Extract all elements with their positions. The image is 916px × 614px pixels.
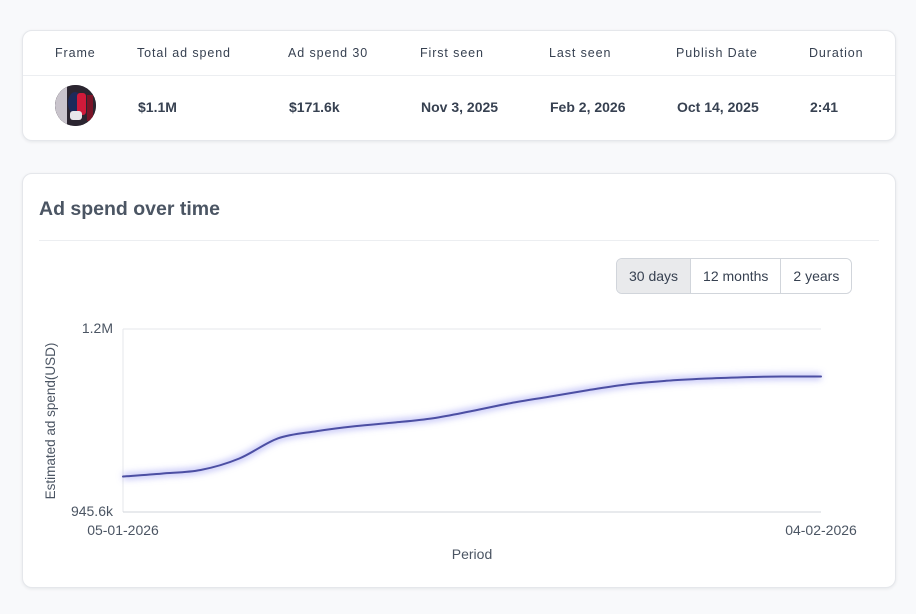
x-axis-title: Period [452,546,492,562]
ad-metrics-table: Frame Total ad spend Ad spend 30 First s… [22,30,896,141]
col-header-ad-spend-30: Ad spend 30 [288,46,369,60]
data-point-6[interactable] [350,420,362,432]
data-point-10[interactable] [505,397,517,409]
data-point-9[interactable] [466,405,478,417]
cell-ad-spend-30: $171.6k [289,99,340,115]
series-line-glow [122,373,822,480]
frame-thumbnail[interactable] [55,85,96,126]
data-point-1[interactable] [156,468,168,480]
cell-publish-date: Oct 14, 2025 [677,99,759,115]
col-header-duration: Duration [809,46,864,60]
data-point-16[interactable] [737,371,749,383]
data-point-2[interactable] [195,464,207,476]
col-header-last-seen: Last seen [549,46,612,60]
data-point-7[interactable] [388,417,400,429]
data-point-15[interactable] [699,373,711,385]
range-button-12-months[interactable]: 12 months [691,259,782,293]
cell-total-ad-spend: $1.1M [138,99,177,115]
cell-duration: 2:41 [810,99,839,115]
cell-last-seen: Feb 2, 2026 [550,99,626,115]
data-point-14[interactable] [660,375,672,387]
data-point-13[interactable] [621,378,633,390]
table-header-divider [23,75,895,76]
data-point-17[interactable] [776,370,788,382]
y-axis-title: Estimated ad spend(USD) [43,343,58,500]
range-button-30-days[interactable]: 30 days [617,259,692,293]
series-line-ad-spend [122,375,822,478]
data-point-5[interactable] [311,425,323,437]
x-tick-label-start: 05-01-2026 [87,522,159,538]
video-frame-image-icon [55,85,96,126]
col-header-publish-date: Publish Date [676,46,758,60]
data-point-12[interactable] [582,384,594,396]
range-button-2-years[interactable]: 2 years [781,259,852,293]
x-tick-label-end: 04-02-2026 [785,522,857,538]
y-tick-label-max: 1.2M [82,320,113,336]
col-header-frame: Frame [55,46,96,60]
data-point-0[interactable] [117,470,129,482]
data-point-3[interactable] [233,452,245,464]
data-point-4[interactable] [272,432,284,444]
cell-first-seen: Nov 3, 2025 [421,99,499,115]
time-range-selector: 30 days 12 months 2 years [616,258,853,294]
ad-spend-chart-card: Ad spend over time 30 days 12 months 2 y… [22,173,896,588]
ad-spend-line-chart: 1.2M 945.6k 05-01-2026 04-02-2026 Period… [43,320,857,562]
chart-section-title: Ad spend over time [39,198,220,220]
data-point-18[interactable] [815,370,827,382]
data-point-11[interactable] [544,391,556,403]
chart-title-divider [39,240,879,241]
col-header-first-seen: First seen [420,46,484,60]
data-point-8[interactable] [427,412,439,424]
col-header-total-ad-spend: Total ad spend [137,46,231,60]
y-tick-label-min: 945.6k [71,503,114,519]
